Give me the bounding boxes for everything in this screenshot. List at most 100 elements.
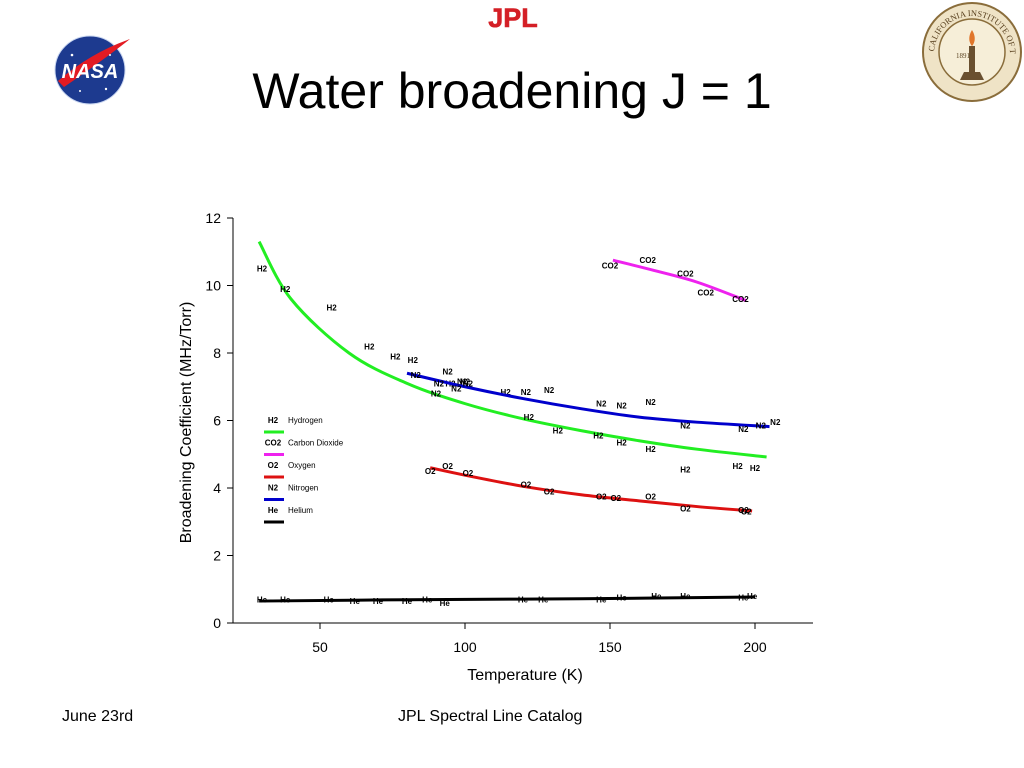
data-point-n2: N2 <box>442 368 453 377</box>
data-point-he: He <box>596 595 607 604</box>
legend-code: N2 <box>268 484 279 493</box>
data-point-h2: H2 <box>553 427 564 436</box>
y-tick-label: 6 <box>213 413 221 429</box>
data-point-o2: O2 <box>645 492 656 501</box>
data-point-h2: H2 <box>524 413 535 422</box>
data-point-o2: O2 <box>680 504 691 513</box>
data-point-n2: N2 <box>434 379 445 388</box>
nasa-logo-text: NASA <box>62 61 119 83</box>
legend-label: Hydrogen <box>288 416 323 425</box>
data-point-he: He <box>280 595 291 604</box>
fit-line-co2 <box>612 258 747 303</box>
data-point-he: He <box>257 595 268 604</box>
data-point-n2: N2 <box>596 400 607 409</box>
data-point-he: He <box>518 595 529 604</box>
data-point-he: He <box>324 595 335 604</box>
x-axis-label: Temperature (K) <box>467 667 583 684</box>
legend-label: Helium <box>288 506 313 515</box>
y-axis-label: Broadening Coefficient (MHz/Torr) <box>178 302 195 544</box>
legend-code: H2 <box>268 416 279 425</box>
data-point-o2: O2 <box>463 469 474 478</box>
x-tick-label: 100 <box>453 639 477 655</box>
fit-line-o2 <box>429 466 753 513</box>
data-point-n2: N2 <box>738 425 749 434</box>
legend-code: CO2 <box>265 439 282 448</box>
data-point-h2: H2 <box>280 285 291 294</box>
nasa-logo: NASA <box>54 35 130 105</box>
data-point-o2: O2 <box>596 492 607 501</box>
data-point-o2: O2 <box>521 481 532 490</box>
jpl-logo-text: JPL <box>488 3 538 32</box>
data-point-h2: H2 <box>257 265 268 274</box>
data-point-n2: N2 <box>770 418 781 427</box>
data-point-n2: N2 <box>680 422 691 431</box>
legend-label: Carbon Dioxide <box>288 439 344 448</box>
data-point-n2: N2 <box>544 386 555 395</box>
data-point-o2: O2 <box>741 508 752 517</box>
y-tick-label: 8 <box>213 345 221 361</box>
footer-date: June 23rd <box>62 708 134 725</box>
y-tick-label: 2 <box>213 548 221 564</box>
data-point-h2: H2 <box>732 462 743 471</box>
x-tick-label: 200 <box>743 639 767 655</box>
legend-label: Oxygen <box>288 461 316 470</box>
data-point-n2: N2 <box>451 384 462 393</box>
data-point-h2: H2 <box>616 438 627 447</box>
fit-line-he <box>259 595 756 603</box>
data-point-h2: H2 <box>680 465 691 474</box>
data-point-o2: O2 <box>425 467 436 476</box>
x-tick-label: 150 <box>598 639 622 655</box>
legend-code: O2 <box>268 461 279 470</box>
data-point-n2: N2 <box>521 388 532 397</box>
data-point-n2: N2 <box>460 378 471 387</box>
data-point-he: He <box>738 594 749 603</box>
data-point-h2: H2 <box>390 352 401 361</box>
y-tick-label: 4 <box>213 480 221 496</box>
data-point-co2: CO2 <box>602 261 619 270</box>
data-point-h2: H2 <box>364 342 375 351</box>
fit-line-n2 <box>406 371 770 429</box>
data-point-he: He <box>538 595 549 604</box>
legend-code: He <box>268 506 279 515</box>
data-point-n2: N2 <box>411 371 422 380</box>
data-point-n2: N2 <box>645 398 656 407</box>
page-title: Water broadening J = 1 <box>252 63 772 119</box>
data-point-he: He <box>651 592 662 601</box>
data-point-h2: H2 <box>500 388 511 397</box>
data-point-n2: N2 <box>457 378 468 387</box>
x-tick-label: 50 <box>312 639 328 655</box>
data-point-n2: N2 <box>616 401 627 410</box>
data-point-co2: CO2 <box>677 270 694 279</box>
data-point-h2: H2 <box>750 464 761 473</box>
data-point-he: He <box>440 599 451 608</box>
y-tick-label: 0 <box>213 615 221 631</box>
data-point-n2: N2 <box>463 379 474 388</box>
data-point-he: He <box>402 597 413 606</box>
data-point-he: He <box>747 592 758 601</box>
data-point-he: He <box>422 595 433 604</box>
data-point-he: He <box>373 597 384 606</box>
data-point-co2: CO2 <box>639 256 656 265</box>
data-point-o2: O2 <box>610 494 621 503</box>
fit-line-h2 <box>257 240 767 459</box>
data-point-n2: N2 <box>431 390 442 399</box>
data-point-n2: N2 <box>756 422 767 431</box>
data-point-h2: H2 <box>593 432 604 441</box>
caltech-seal-year: 1891 <box>956 52 971 60</box>
data-point-h2: H2 <box>645 445 656 454</box>
footer-center: JPL Spectral Line Catalog <box>398 708 583 725</box>
legend-label: Nitrogen <box>288 484 318 493</box>
y-tick-label: 10 <box>205 278 221 294</box>
data-point-h2: H2 <box>326 303 337 312</box>
jpl-logo: JPL <box>488 3 538 32</box>
data-point-o2: O2 <box>544 487 555 496</box>
data-point-he: He <box>616 594 627 603</box>
caltech-seal: CALIFORNIA INSTITUTE OF TECHNOLOGY 1891 <box>920 0 1022 102</box>
data-point-o2: O2 <box>738 506 749 515</box>
data-point-he: He <box>680 592 691 601</box>
data-point-co2: CO2 <box>697 288 714 297</box>
data-point-he: He <box>350 597 361 606</box>
data-point-h2: H2 <box>408 356 419 365</box>
data-point-co2: CO2 <box>732 295 749 304</box>
